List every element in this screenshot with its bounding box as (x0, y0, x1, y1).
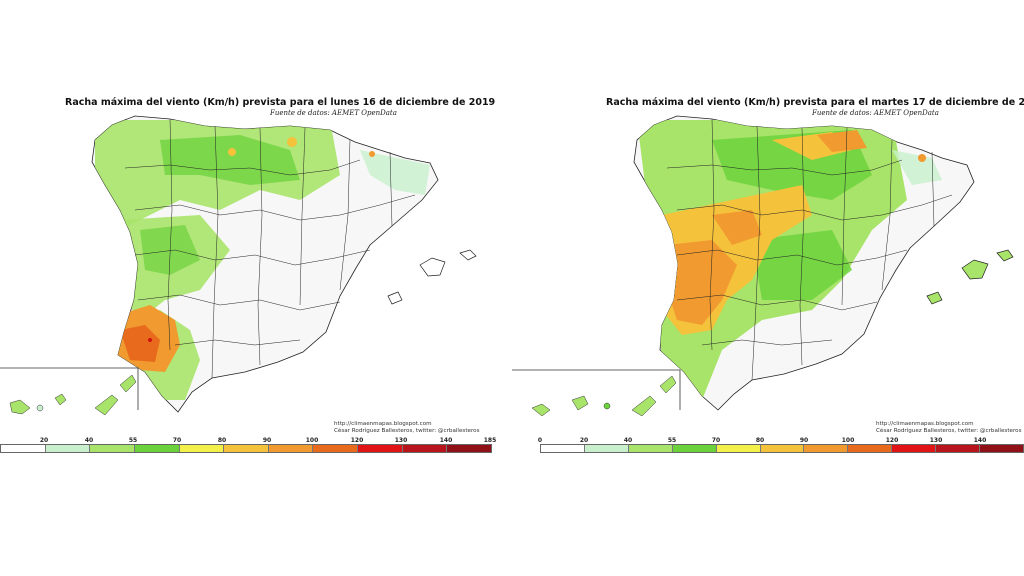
map-title: Racha máxima del viento (Km/h) prevista … (65, 97, 496, 108)
scale-label: 0 (537, 437, 543, 444)
scale-label: 70 (711, 437, 721, 444)
scale-label: 40 (623, 437, 633, 444)
scale-label: 120 (350, 437, 364, 444)
scale-label: 130 (394, 437, 408, 444)
scale-label: 90 (262, 437, 272, 444)
spain-map-icon (512, 115, 1014, 417)
scale-label: 70 (172, 437, 182, 444)
spain-map-icon (0, 115, 477, 416)
scale-label: 80 (755, 437, 765, 444)
scale-label: 40 (84, 437, 94, 444)
balearic-islands-icon (419, 257, 446, 277)
scale-label: 20 (579, 437, 589, 444)
canary-islands-icon (9, 374, 137, 416)
scale-label: 55 (128, 437, 138, 444)
scale-label: 80 (217, 437, 227, 444)
scale-label: 185 (483, 437, 497, 444)
scale-label: 130 (929, 437, 943, 444)
credit-url: http://climaenmapas.blogspot.com (334, 421, 432, 427)
scale-label: 140 (439, 437, 453, 444)
map-source: Fuente de datos: AEMET OpenData (812, 109, 939, 117)
scale-label: 100 (305, 437, 319, 444)
map-source: Fuente de datos: AEMET OpenData (270, 109, 397, 117)
scale-label: 55 (667, 437, 677, 444)
map-panel-tuesday: Racha máxima del viento (Km/h) prevista … (512, 0, 1024, 576)
credit-author: César Rodríguez Ballesteros, twitter: @c… (334, 428, 480, 434)
scale-label: 140 (973, 437, 987, 444)
color-scale-bar (540, 444, 1024, 453)
map-title: Racha máxima del viento (Km/h) prevista … (606, 97, 1024, 108)
map-panel-monday: Racha máxima del viento (Km/h) prevista … (0, 97, 497, 453)
scale-label: 120 (885, 437, 899, 444)
credit-url: http://climaenmapas.blogspot.com (876, 421, 974, 427)
scale-label: 90 (799, 437, 809, 444)
canary-islands-icon (531, 375, 677, 417)
balearic-islands-icon (961, 259, 989, 280)
credit-author: César Rodríguez Ballesteros, twitter: @c… (876, 428, 1022, 434)
scale-label: 100 (841, 437, 855, 444)
scale-label: 20 (39, 437, 49, 444)
color-scale-bar (0, 444, 492, 453)
